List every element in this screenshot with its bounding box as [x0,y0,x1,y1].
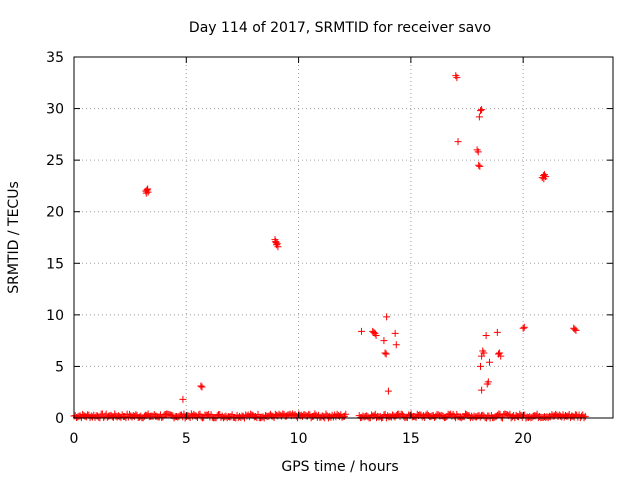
data-point [485,358,493,366]
data-points [70,72,589,422]
data-point [357,327,365,335]
y-tick-label: 35 [46,50,64,66]
y-axis-label: SRMTID / TECUs [6,181,22,294]
data-point [474,148,482,156]
data-point [572,326,580,334]
data-point [520,323,528,331]
data-point [179,395,187,403]
data-point [478,106,486,114]
data-point [383,313,391,321]
data-point [519,324,527,332]
data-point [453,74,461,82]
data-point [381,349,389,357]
data-point [198,383,206,391]
data-point [475,161,483,169]
x-axis-label: GPS time / hours [281,459,398,475]
y-tick-label: 15 [46,256,64,272]
y-tick-label: 25 [46,153,64,169]
data-point [197,382,205,390]
data-point [272,238,280,246]
data-point [380,337,388,345]
y-tick-label: 10 [46,308,64,324]
chart-title: Day 114 of 2017, SRMTID for receiver sav… [189,20,491,36]
data-point [475,113,483,121]
grid-lines [74,57,613,418]
x-tick-label: 10 [290,431,308,447]
data-point [493,328,501,336]
y-tick-label: 30 [46,102,64,118]
axis-ticks: 0 5 10 15 20 0 5 10 15 20 25 30 35 [46,50,613,447]
baseline-point [342,410,350,418]
data-point [384,387,392,395]
data-point [142,189,150,197]
data-point [476,107,484,115]
plot-frame [73,56,614,419]
y-tick-label: 20 [46,205,64,221]
data-point [484,378,492,386]
data-point [476,162,484,170]
data-point [571,325,579,333]
data-point [496,349,504,357]
data-point [478,386,486,394]
data-point [274,243,282,251]
data-point [482,331,490,339]
data-point [392,341,400,349]
data-point [382,350,390,358]
x-tick-label: 5 [182,431,191,447]
y-tick-label: 5 [55,359,64,375]
data-point [372,331,380,339]
x-tick-label: 20 [514,431,532,447]
data-point [391,329,399,337]
data-point [480,349,488,357]
baseline-point [581,412,589,420]
data-point [454,138,462,146]
data-point [144,185,152,193]
data-point [540,175,548,183]
y-tick-label: 0 [55,411,64,427]
data-point [476,362,484,370]
x-tick-label: 0 [70,431,79,447]
x-tick-label: 15 [402,431,420,447]
data-point [497,352,505,360]
